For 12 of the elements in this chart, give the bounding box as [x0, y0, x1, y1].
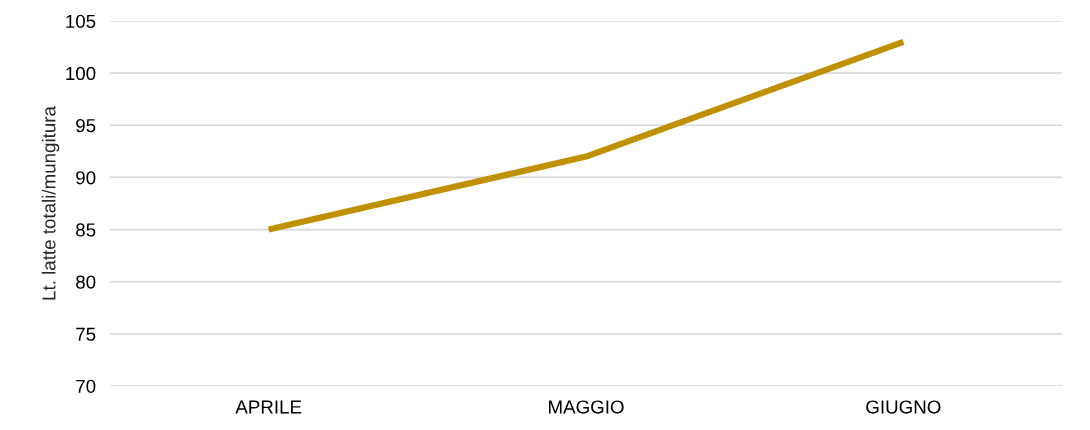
y-tick-label: 80	[76, 275, 96, 289]
x-tick-label: GIUGNO	[866, 400, 941, 414]
x-tick-label: MAGGIO	[549, 400, 624, 414]
y-tick-label: 95	[76, 118, 96, 133]
y-tick-label: 100	[66, 66, 96, 81]
y-tick-label: 90	[76, 171, 96, 185]
y-tick-label: 105	[66, 14, 96, 28]
x-tick-label: APRILE	[235, 400, 302, 414]
y-tick-label: 85	[76, 223, 96, 237]
y-tick-label: 75	[76, 327, 96, 341]
y-axis-title: Lt. latte totali/mungitura	[41, 106, 60, 300]
y-tick-label: 70	[76, 379, 96, 393]
